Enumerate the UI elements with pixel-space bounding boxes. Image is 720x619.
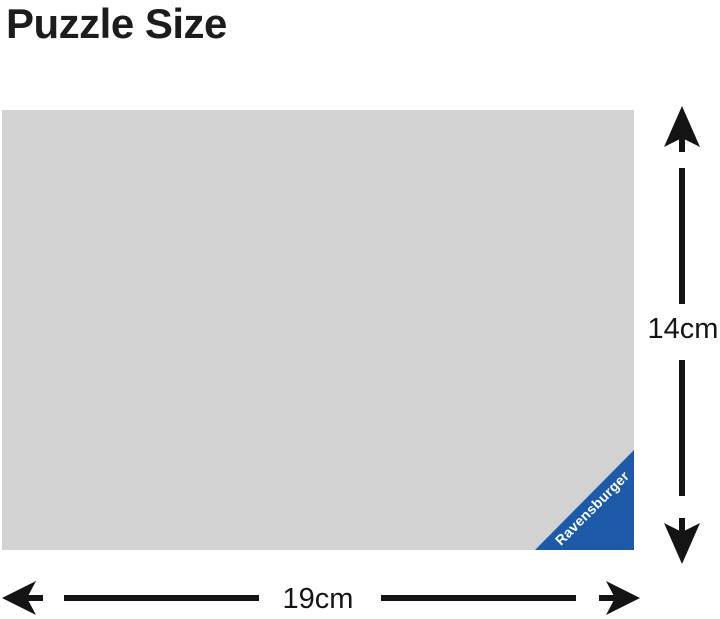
width-dimension-arrow-icon	[2, 581, 640, 615]
width-arrow-shapes	[2, 581, 640, 615]
height-dimension-arrow-icon	[664, 106, 700, 564]
width-dimension-label: 19cm	[282, 583, 354, 615]
height-dimension-label: 14cm	[647, 313, 719, 345]
brand-label: Ravensburger	[551, 467, 633, 549]
puzzle-preview: Ravensburger	[2, 110, 634, 550]
brand-corner-area: Ravensburger	[535, 450, 634, 550]
brand-corner-triangle-icon	[535, 450, 634, 550]
height-arrow-shapes	[664, 106, 700, 564]
brand-triangle-shape	[535, 450, 634, 550]
page-title: Puzzle Size	[6, 0, 227, 47]
